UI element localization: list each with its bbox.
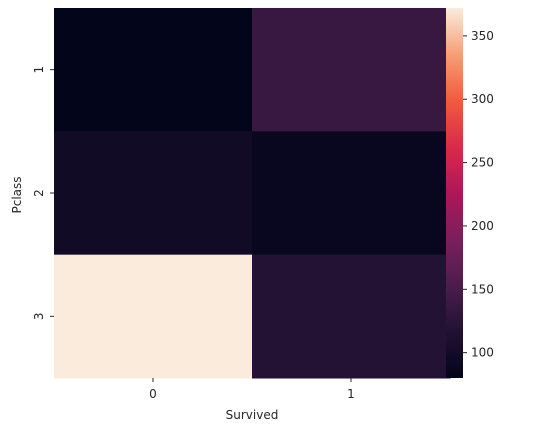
x-tick-label: 1 bbox=[347, 387, 355, 401]
y-axis-label: Pclass bbox=[10, 176, 24, 213]
heatmap-cell bbox=[54, 131, 253, 256]
colorbar-tick-label: 300 bbox=[471, 92, 494, 106]
heatmap-cell bbox=[54, 8, 253, 132]
heatmap-cells bbox=[54, 8, 451, 379]
x-axis-label: Survived bbox=[226, 408, 279, 422]
y-axis-ticks: 1 2 3 bbox=[32, 66, 54, 320]
x-tick-label: 0 bbox=[149, 387, 157, 401]
heatmap-cell bbox=[252, 8, 451, 132]
colorbar-tick-label: 350 bbox=[471, 29, 494, 43]
heatmap-cell bbox=[252, 254, 451, 379]
y-tick-label: 3 bbox=[32, 313, 46, 321]
colorbar-ticks: 100 150 200 250 300 350 bbox=[463, 29, 494, 360]
colorbar-tick-label: 150 bbox=[471, 282, 494, 296]
heatmap-cell bbox=[252, 131, 451, 256]
y-tick-label: 2 bbox=[32, 189, 46, 197]
colorbar-tick-label: 250 bbox=[471, 156, 494, 170]
colorbar-tick-label: 100 bbox=[471, 346, 494, 360]
y-tick-label: 1 bbox=[32, 66, 46, 74]
colorbar-tick-label: 200 bbox=[471, 219, 494, 233]
colorbar bbox=[446, 8, 463, 378]
heatmap-cell bbox=[54, 254, 253, 379]
